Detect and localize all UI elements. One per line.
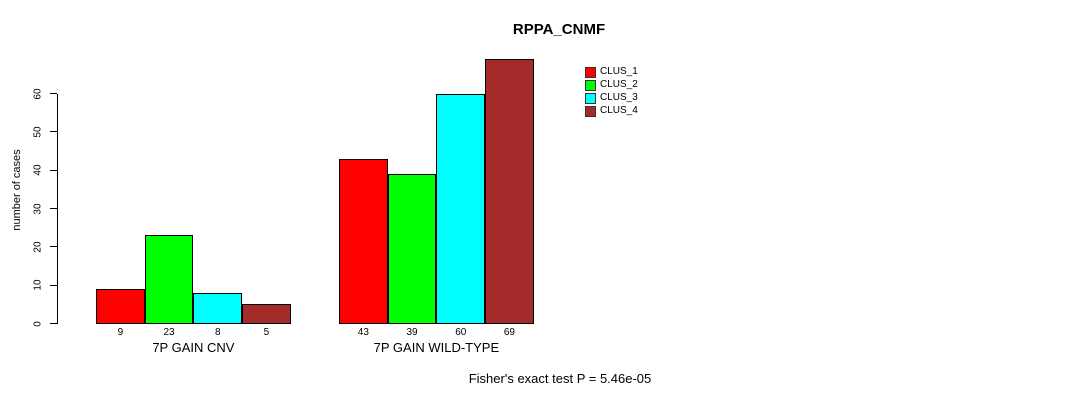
y-tick-label: 40	[32, 164, 44, 176]
y-tick-mark	[50, 208, 57, 209]
bar	[436, 93, 486, 324]
y-tick-mark	[50, 169, 57, 171]
legend-swatch	[585, 106, 596, 117]
legend-label: CLUS_3	[600, 92, 638, 103]
bar	[144, 235, 194, 324]
legend-label: CLUS_4	[600, 105, 638, 116]
y-tick-label: 10	[32, 279, 44, 291]
y-tick-label: 50	[32, 126, 44, 138]
y-tick-mark	[50, 93, 57, 94]
bar-value-label: 9	[117, 327, 124, 338]
bar	[387, 174, 437, 324]
bar-value-label: 8	[214, 327, 221, 338]
category-label: 7P GAIN CNV	[152, 340, 235, 355]
bar	[96, 289, 145, 324]
annotation-text: Fisher's exact test P = 5.46e-05	[468, 371, 652, 386]
y-tick-mark	[50, 323, 57, 324]
bar-value-label: 69	[503, 327, 515, 338]
bar-value-label: 43	[357, 327, 369, 338]
category-label: 7P GAIN WILD-TYPE	[373, 340, 500, 355]
y-axis-label: number of cases	[11, 149, 23, 231]
y-tick-label: 30	[32, 202, 44, 215]
bar	[485, 59, 534, 324]
y-tick-label: 60	[32, 87, 44, 100]
bar-value-label: 23	[163, 327, 175, 338]
y-axis-line	[57, 93, 58, 324]
legend-swatch	[585, 80, 596, 91]
y-tick-mark	[50, 131, 57, 133]
legend-swatch	[585, 67, 596, 78]
legend-label: CLUS_2	[600, 79, 638, 90]
legend-label: CLUS_1	[600, 66, 638, 77]
y-tick-label: 0	[32, 320, 44, 327]
bar	[193, 292, 243, 324]
y-tick-label: 20	[32, 241, 44, 253]
bar	[242, 304, 291, 324]
y-tick-mark	[50, 246, 57, 248]
bar	[339, 158, 388, 324]
bar-value-label: 39	[406, 327, 418, 338]
legend-swatch	[585, 93, 596, 104]
bar-value-label: 5	[263, 327, 270, 338]
chart-title: RPPA_CNMF	[512, 21, 606, 38]
y-tick-mark	[50, 284, 57, 286]
bar-value-label: 60	[455, 327, 467, 338]
